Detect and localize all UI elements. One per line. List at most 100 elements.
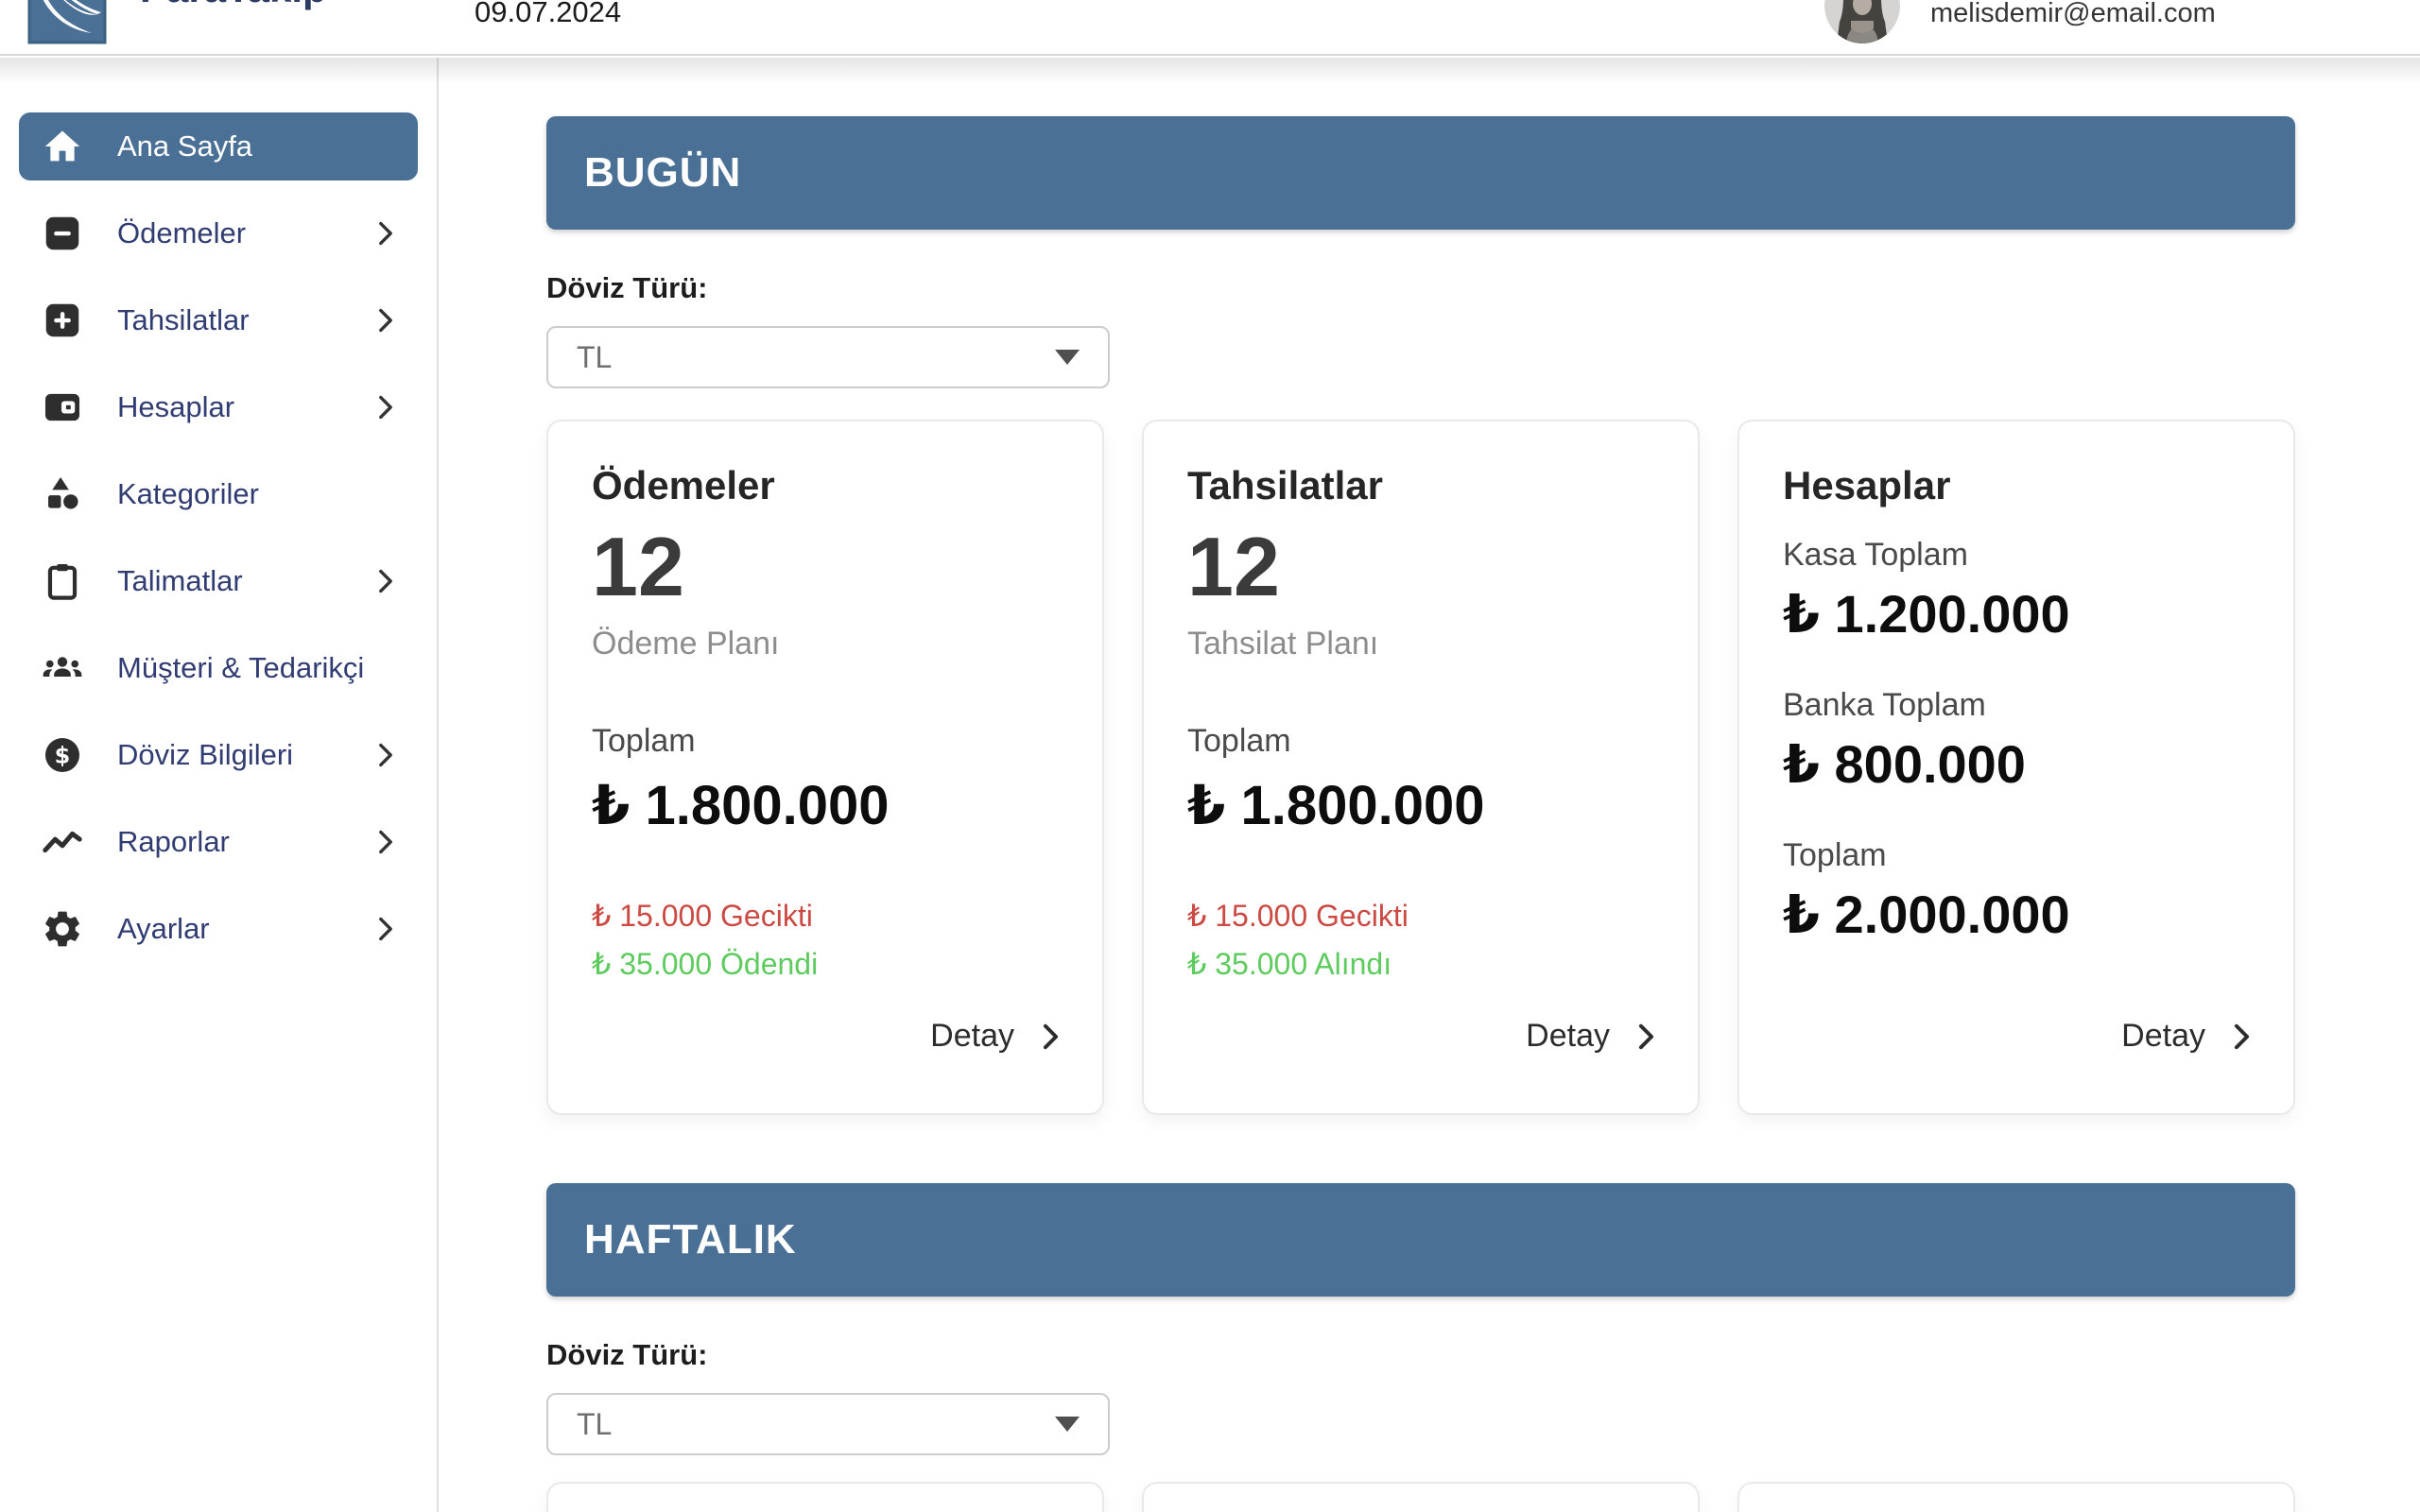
- section-title: BUGÜN: [584, 149, 742, 196]
- section-header-bugun: BUGÜN: [546, 116, 2295, 230]
- total-amount: ₺ 1.800.000: [1187, 775, 1485, 836]
- section-header-haftalik: HAFTALIK: [546, 1183, 2295, 1297]
- card-clipped: [1737, 1482, 2295, 1512]
- card-title: Ödemeler: [592, 463, 775, 507]
- plus-square-icon: [40, 298, 85, 343]
- gear-icon: [40, 906, 85, 952]
- chevron-right-icon: [1043, 1023, 1059, 1049]
- chart-line-icon: [40, 819, 85, 865]
- card-title: Hesaplar: [1783, 463, 1951, 507]
- shapes-icon: [40, 472, 85, 517]
- section-title: HAFTALIK: [584, 1216, 797, 1263]
- summary-cards-bugun: Ödemeler 12 Ödeme Planı Toplam ₺ 1.800.0…: [546, 420, 2295, 1115]
- chevron-right-icon: [378, 741, 397, 769]
- detail-link[interactable]: Detay: [1526, 1018, 1654, 1055]
- chevron-right-icon: [378, 915, 397, 943]
- sidebar-item-tahsilatlar[interactable]: Tahsilatlar: [19, 286, 418, 354]
- user-email: melisdemir@email.com: [1930, 0, 2216, 28]
- currency-type-label: Döviz Türü:: [546, 271, 708, 304]
- detail-link[interactable]: Detay: [2121, 1018, 2250, 1055]
- user-avatar[interactable]: [1824, 0, 1900, 43]
- sidebar-nav: Ana Sayfa Ödemeler Tahsilatlar: [0, 58, 437, 963]
- minus-square-icon: [40, 211, 85, 256]
- sidebar-item-talimatlar[interactable]: Talimatlar: [19, 547, 418, 615]
- dollar-circle-icon: $: [40, 732, 85, 778]
- app-logo[interactable]: [27, 0, 107, 44]
- sidebar-item-label: Ödemeler: [117, 216, 247, 249]
- plan-caption: Tahsilat Planı: [1187, 626, 1379, 662]
- total-label: Toplam: [592, 723, 696, 759]
- sidebar-item-label: Ayarlar: [117, 912, 210, 945]
- sidebar-item-label: Müşteri & Tedarikçi: [117, 651, 365, 684]
- total-amount: ₺ 1.800.000: [592, 775, 890, 836]
- card-alerts: ₺ 15.000 Gecikti ₺ 35.000 Alındı: [1187, 892, 1654, 988]
- sidebar-item-label: Raporlar: [117, 825, 230, 858]
- account-row-label: Kasa Toplam: [1783, 537, 1968, 573]
- chevron-right-icon: [2234, 1023, 2250, 1049]
- currency-select-value: TL: [577, 339, 613, 374]
- sidebar-item-musteri-tedarikci[interactable]: Müşteri & Tedarikçi: [19, 634, 418, 702]
- plan-count: 12: [592, 520, 684, 613]
- plan-caption: Ödeme Planı: [592, 626, 780, 662]
- card-tahsilatlar: Tahsilatlar 12 Tahsilat Planı Toplam ₺ 1…: [1142, 420, 1700, 1115]
- detail-link-label: Detay: [930, 1018, 1014, 1054]
- chevron-right-icon: [378, 567, 397, 595]
- card-clipped: [1142, 1482, 1700, 1512]
- app-name-clipped: ParaTakip: [140, 0, 327, 11]
- currency-select-value: TL: [577, 1406, 613, 1441]
- card-title: Tahsilatlar: [1187, 463, 1383, 507]
- top-header: ParaTakip 09.07.2024 melisdemir@email.co…: [0, 0, 2420, 56]
- currency-select[interactable]: TL: [546, 326, 1110, 388]
- total-label: Toplam: [1187, 723, 1291, 759]
- svg-text:$: $: [55, 742, 71, 768]
- currency-type-label: Döviz Türü:: [546, 1338, 708, 1371]
- chevron-right-icon: [378, 393, 397, 421]
- card-clipped: [546, 1482, 1104, 1512]
- card-hesaplar: Hesaplar Kasa Toplam ₺ 1.200.000 Banka T…: [1737, 420, 2295, 1115]
- avatar-photo: [1824, 0, 1900, 43]
- sidebar-item-label: Tahsilatlar: [117, 303, 250, 336]
- sidebar-item-kategoriler[interactable]: Kategoriler: [19, 460, 418, 528]
- chevron-right-icon: [378, 219, 397, 248]
- wallet-icon: [40, 385, 85, 430]
- currency-select-haftalik[interactable]: TL: [546, 1393, 1110, 1455]
- account-row-value: ₺ 1.200.000: [1783, 584, 2070, 644]
- card-odemeler: Ödemeler 12 Ödeme Planı Toplam ₺ 1.800.0…: [546, 420, 1104, 1115]
- sidebar-item-odemeler[interactable]: Ödemeler: [19, 199, 418, 267]
- sidebar-item-hesaplar[interactable]: Hesaplar: [19, 373, 418, 441]
- chevron-down-icon: [1055, 350, 1080, 365]
- card-alerts: ₺ 15.000 Gecikti ₺ 35.000 Ödendi: [592, 892, 1059, 988]
- sidebar-item-label: Hesaplar: [117, 390, 235, 423]
- overdue-amount: ₺ 15.000 Gecikti: [592, 899, 813, 933]
- sidebar-item-raporlar[interactable]: Raporlar: [19, 808, 418, 876]
- account-row-value: ₺ 800.000: [1783, 734, 2026, 794]
- clipboard-icon: [40, 558, 85, 604]
- sidebar-item-ayarlar[interactable]: Ayarlar: [19, 895, 418, 963]
- sidebar-item-label: Döviz Bilgileri: [117, 738, 294, 771]
- overdue-amount: ₺ 15.000 Gecikti: [1187, 899, 1409, 933]
- users-icon: [40, 645, 85, 691]
- main-content: BUGÜN Döviz Türü: TL Ödemeler 12 Ödeme P…: [441, 58, 2420, 1512]
- chevron-down-icon: [1055, 1417, 1080, 1432]
- account-row-label: Toplam: [1783, 837, 1887, 873]
- current-date: 09.07.2024: [475, 0, 622, 28]
- paid-amount: ₺ 35.000 Ödendi: [592, 947, 819, 982]
- sidebar-item-label: Kategoriler: [117, 477, 259, 510]
- chevron-right-icon: [378, 306, 397, 335]
- chevron-right-icon: [378, 828, 397, 856]
- detail-link-label: Detay: [1526, 1018, 1610, 1054]
- plan-count: 12: [1187, 520, 1280, 613]
- detail-link-label: Detay: [2121, 1018, 2205, 1054]
- account-row-value: ₺ 2.000.000: [1783, 885, 2070, 944]
- sidebar: Ana Sayfa Ödemeler Tahsilatlar: [0, 58, 439, 1512]
- summary-cards-haftalik: [546, 1482, 2295, 1512]
- sidebar-item-label: Ana Sayfa: [117, 129, 253, 163]
- detail-link[interactable]: Detay: [930, 1018, 1059, 1055]
- received-amount: ₺ 35.000 Alındı: [1187, 947, 1392, 982]
- sidebar-item-doviz-bilgileri[interactable]: $ Döviz Bilgileri: [19, 721, 418, 789]
- sail-logo-icon: [27, 0, 107, 44]
- home-icon: [40, 124, 85, 169]
- sidebar-item-ana-sayfa[interactable]: Ana Sayfa: [19, 112, 418, 180]
- account-row-label: Banka Toplam: [1783, 687, 1986, 723]
